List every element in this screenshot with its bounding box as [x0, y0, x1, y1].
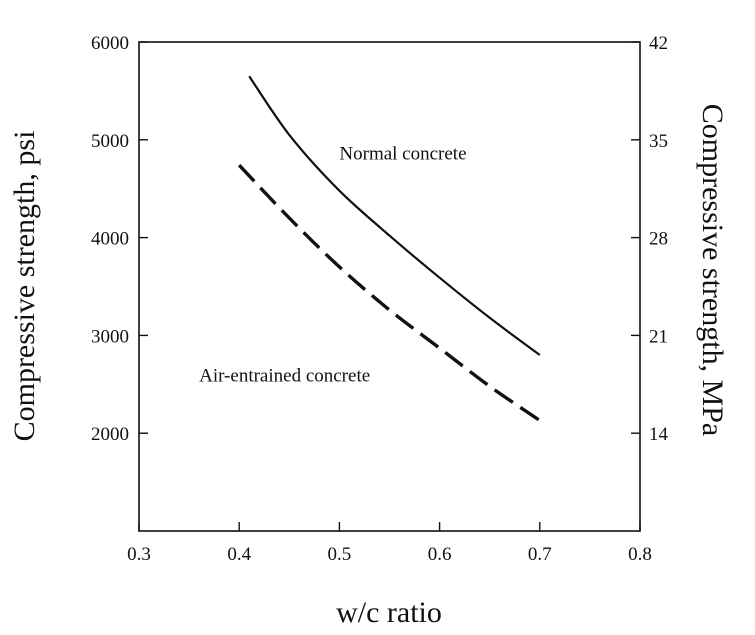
y-tick-label: 5000: [91, 131, 129, 152]
x-axis-title: w/c ratio: [336, 596, 442, 629]
ticks-layer: 0.3 0.4 0.5 0.6 0.7 0.8 2000 3000 4000 5000 6000 14…: [91, 33, 669, 565]
series-layer: [237, 75, 541, 422]
y-axis-title: Compressive strength, psi: [8, 131, 41, 442]
normal-concrete-line: [248, 75, 541, 356]
y2-tick-label: 35: [649, 131, 668, 152]
x-tick-label: 0.3: [127, 544, 151, 565]
y2-axis-title: Compressive strength, MPa: [696, 104, 729, 436]
x-tick-label: 0.7: [528, 544, 552, 565]
x-tick-label: 0.6: [428, 544, 452, 565]
y2-tick-label: 28: [649, 229, 668, 250]
y-tick-label: 4000: [91, 229, 129, 250]
air-entrained-concrete-line: [237, 164, 541, 422]
x-tick-label: 0.8: [628, 544, 652, 565]
normal-concrete-label: Normal concrete: [339, 143, 466, 164]
y-tick-label: 6000: [91, 33, 129, 54]
annotation-layer: Normal concrete Air-entrained concrete: [199, 143, 466, 386]
x-tick-label: 0.5: [328, 544, 352, 565]
air-entrained-concrete-label: Air-entrained concrete: [199, 365, 370, 386]
y2-tick-label: 42: [649, 33, 668, 54]
y-tick-label: 2000: [91, 424, 129, 445]
y2-tick-label: 21: [649, 326, 668, 347]
y2-tick-label: 14: [649, 424, 669, 445]
y-tick-label: 3000: [91, 326, 129, 347]
x-tick-label: 0.4: [227, 544, 251, 565]
plot-frame: [138, 41, 641, 532]
